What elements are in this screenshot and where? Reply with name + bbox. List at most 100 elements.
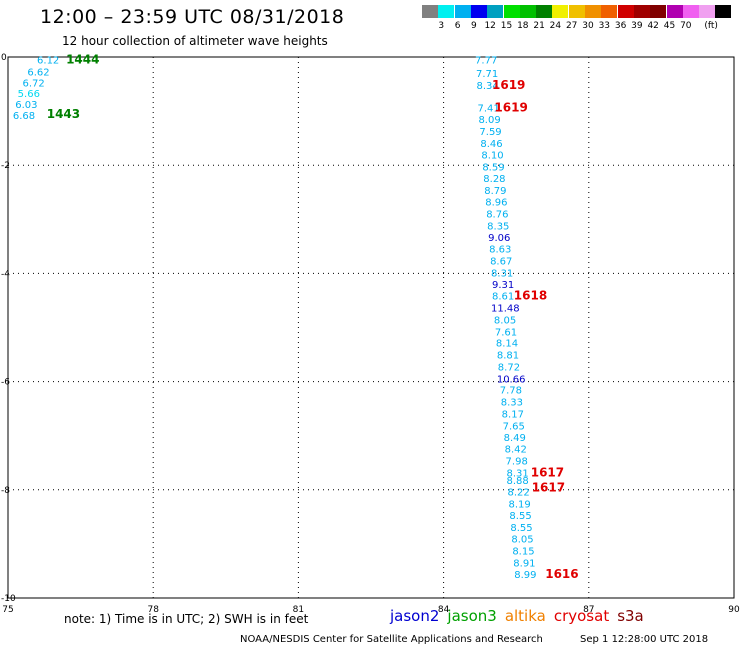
wave-height-value: 8.63	[489, 245, 511, 256]
wave-height-value: 8.61	[492, 292, 514, 303]
wave-height-value: 7.41	[477, 103, 499, 114]
wave-height-value: 5.66	[18, 89, 40, 100]
wave-height-value: 8.96	[485, 197, 507, 208]
scale-label: 6	[454, 21, 461, 31]
mission-jason3: jason3	[447, 607, 497, 625]
scale-label: 27	[565, 21, 578, 31]
scale-label: 36	[614, 21, 627, 31]
scale-swatch	[585, 5, 601, 18]
wave-height-value: 7.71	[476, 69, 498, 80]
wave-height-value: 8.35	[487, 221, 509, 232]
y-tick-label: -2	[1, 161, 10, 171]
wave-height-value: 8.79	[484, 186, 506, 197]
map-grid	[8, 57, 734, 598]
scale-swatch	[422, 5, 438, 18]
wave-height-value: 8.34	[477, 81, 499, 92]
scale-swatch	[682, 5, 699, 18]
scale-swatch	[536, 5, 553, 18]
scale-swatch	[568, 5, 585, 18]
wave-height-value: 10.66	[497, 374, 526, 385]
scale-swatch	[601, 5, 618, 18]
scale-swatch	[487, 5, 504, 18]
scale-swatch	[699, 5, 716, 18]
wave-height-value: 11.48	[491, 303, 520, 314]
wave-height-value: 8.99	[514, 570, 536, 581]
footer-note: note: 1) Time is in UTC; 2) SWH is in fe…	[64, 612, 309, 626]
scale-swatch	[503, 5, 520, 18]
wave-height-value: 7.78	[500, 386, 522, 397]
wave-height-value: 8.55	[509, 511, 531, 522]
scale-label: 21	[533, 21, 545, 31]
page-title: 12:00 – 23:59 UTC 08/31/2018	[40, 6, 345, 28]
mission-altika: altika	[504, 607, 546, 625]
scale-label: 3	[438, 21, 445, 31]
credit-line: NOAA/NESDIS Center for Satellite Applica…	[240, 634, 543, 645]
scale-swatch	[438, 5, 455, 18]
scale-swatch	[519, 5, 536, 18]
scale-label: 15	[500, 21, 513, 31]
wave-height-value: 7.98	[506, 457, 528, 468]
wave-height-value: 8.05	[511, 534, 533, 545]
wave-height-value: 8.91	[513, 558, 535, 569]
scale-swatch	[552, 5, 569, 18]
pass-time-label: 1619	[494, 100, 527, 114]
pass-time-label: 1443	[47, 107, 80, 121]
page-subtitle: 12 hour collection of altimeter wave hei…	[62, 34, 328, 48]
scale-swatch	[666, 5, 683, 18]
wave-height-value: 9.06	[488, 233, 510, 244]
scale-label: 42	[647, 21, 659, 31]
scale-label: 33	[598, 21, 611, 31]
x-tick-label: 78	[147, 605, 159, 615]
scale-label: 39	[631, 21, 643, 31]
scale-label: 24	[549, 21, 562, 31]
scale-label: 70	[680, 21, 692, 31]
wave-height-value: 8.81	[497, 351, 519, 362]
pass-time-label: 1617	[532, 481, 565, 495]
wave-height-value: 7.65	[503, 421, 525, 432]
scale-label: 9	[471, 21, 477, 31]
scale-swatch	[715, 5, 732, 18]
y-tick-label: -10	[1, 594, 16, 604]
wave-height-value: 8.22	[507, 487, 529, 498]
wave-height-value: 8.49	[504, 433, 526, 444]
wave-height-value: 8.17	[502, 410, 524, 421]
scale-unit: (ft)	[704, 21, 718, 31]
wave-height-value: 8.15	[512, 546, 534, 557]
y-tick-label: -4	[1, 269, 10, 279]
wave-height-value: 8.19	[508, 499, 530, 510]
x-tick-label: 84	[438, 605, 450, 615]
wave-height-value: 8.10	[481, 150, 503, 161]
pass-time-label: 1444	[66, 53, 99, 67]
scale-label: 30	[582, 21, 594, 31]
wave-height-value: 8.46	[480, 139, 502, 150]
wave-height-value: 8.55	[510, 523, 532, 534]
wave-height-value: 6.72	[23, 78, 45, 89]
wave-height-value: 8.88	[507, 476, 529, 487]
x-tick-label: 87	[583, 605, 594, 615]
scale-swatch	[650, 5, 667, 18]
wave-height-value: 8.31	[491, 268, 513, 279]
wave-height-value: 8.28	[483, 174, 505, 185]
scale-swatch	[617, 5, 634, 18]
wave-height-value: 9.31	[492, 280, 514, 291]
wave-height-value: 8.42	[505, 445, 527, 456]
generation-timestamp: Sep 1 12:28:00 UTC 2018	[580, 634, 709, 645]
wave-height-value: 8.05	[494, 315, 516, 326]
wave-height-value: 8.09	[478, 115, 500, 126]
mission-jason2: jason2	[390, 607, 440, 625]
pass-time-label: 1617	[531, 465, 564, 479]
wave-height-value: 7.61	[495, 327, 517, 338]
mission-legend: jason2 jason3 altika cryosat s3a	[390, 607, 652, 625]
wave-height-value: 7.59	[479, 127, 501, 138]
wave-height-value: 8.31	[507, 468, 529, 479]
wave-height-value: 6.03	[15, 100, 37, 111]
x-tick-label: 90	[728, 605, 740, 615]
scale-swatch	[470, 5, 487, 18]
scale-swatch	[454, 5, 471, 18]
wave-height-value: 8.14	[496, 339, 518, 350]
x-tick-label: 75	[2, 605, 13, 615]
axis-ticks: 75 78 81 84 87 90 0 -2 -4 -6 -8 -10	[1, 53, 740, 615]
wave-height-value: 6.62	[27, 68, 49, 79]
wave-height-value: 6.12	[37, 56, 59, 67]
